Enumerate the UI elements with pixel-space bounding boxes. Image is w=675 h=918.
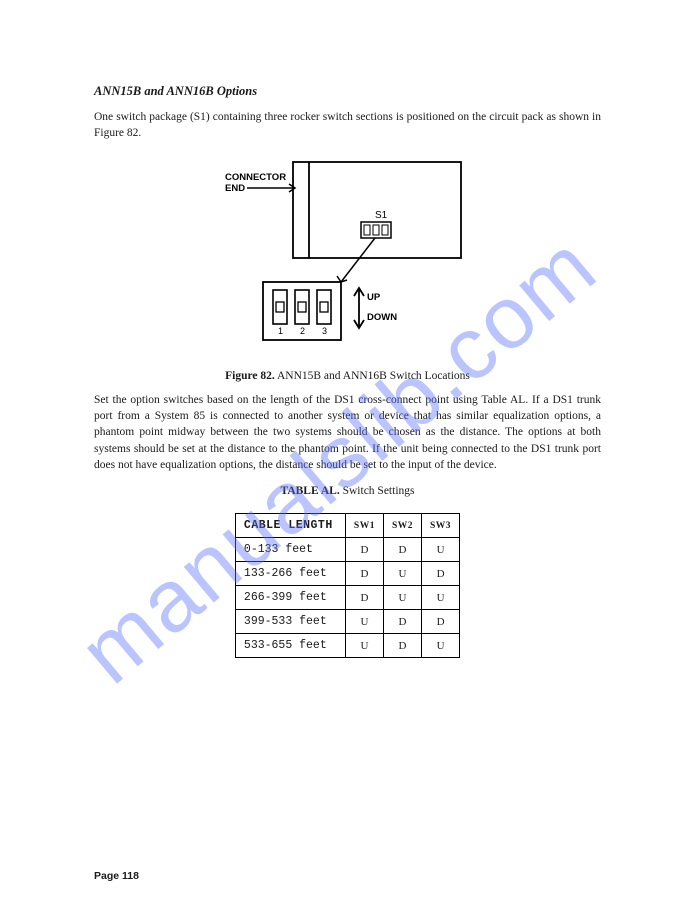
rocker-switch-2 <box>295 290 309 324</box>
table-caption: TABLE AL. Switch Settings <box>94 485 601 497</box>
figure-82: S1 CONNECTOR END <box>94 154 601 362</box>
table-row: 266-399 feet D U U <box>235 586 459 610</box>
cell-sw1: D <box>345 586 383 610</box>
cell-sw3: U <box>422 538 460 562</box>
connector-label-2: END <box>225 183 245 194</box>
figure-caption: Figure 82. ANN15B and ANN16B Switch Loca… <box>94 370 601 382</box>
cell-sw2: D <box>383 538 421 562</box>
cell-sw3: D <box>422 562 460 586</box>
cell-sw3: U <box>422 586 460 610</box>
table-body: 0-133 feet D D U 133-266 feet D U D 266-… <box>235 538 459 658</box>
table-caption-text: Switch Settings <box>340 485 415 497</box>
cell-sw3: D <box>422 610 460 634</box>
col-header-sw2: SW2 <box>383 514 421 538</box>
connector-label-1: CONNECTOR <box>225 172 286 183</box>
cell-length: 399-533 feet <box>235 610 345 634</box>
table-header-row: CABLE LENGTH SW1 SW2 SW3 <box>235 514 459 538</box>
cell-sw2: D <box>383 634 421 658</box>
col-header-sw3: SW3 <box>422 514 460 538</box>
switch-location-diagram: S1 CONNECTOR END <box>203 154 493 362</box>
cell-sw1: D <box>345 538 383 562</box>
down-label: DOWN <box>367 312 397 323</box>
cell-sw2: U <box>383 586 421 610</box>
table-row: 399-533 feet U D D <box>235 610 459 634</box>
page-number: Page 118 <box>94 870 139 882</box>
up-label: UP <box>367 292 381 303</box>
switch-num-1: 1 <box>278 326 283 336</box>
rocker-switch-3 <box>317 290 331 324</box>
cell-length: 533-655 feet <box>235 634 345 658</box>
col-header-sw1: SW1 <box>345 514 383 538</box>
table-row: 533-655 feet U D U <box>235 634 459 658</box>
figure-caption-bold: Figure 82. <box>225 370 275 382</box>
page-content: ANN15B and ANN16B Options One switch pac… <box>0 0 675 658</box>
cell-sw1: U <box>345 610 383 634</box>
cell-sw1: U <box>345 634 383 658</box>
s1-label: S1 <box>375 210 388 221</box>
switch-num-2: 2 <box>300 326 305 336</box>
figure-caption-text: ANN15B and ANN16B Switch Locations <box>275 370 470 382</box>
intro-paragraph: One switch package (S1) containing three… <box>94 109 601 142</box>
switch-settings-table: CABLE LENGTH SW1 SW2 SW3 0-133 feet D D … <box>235 513 460 658</box>
table-row: 0-133 feet D D U <box>235 538 459 562</box>
cell-length: 133-266 feet <box>235 562 345 586</box>
cell-length: 266-399 feet <box>235 586 345 610</box>
col-header-length: CABLE LENGTH <box>235 514 345 538</box>
table-row: 133-266 feet D U D <box>235 562 459 586</box>
cell-sw2: D <box>383 610 421 634</box>
cell-length: 0-133 feet <box>235 538 345 562</box>
table-caption-bold: TABLE AL. <box>281 485 340 497</box>
switch-num-3: 3 <box>322 326 327 336</box>
rocker-switch-1 <box>273 290 287 324</box>
cell-sw3: U <box>422 634 460 658</box>
cell-sw2: U <box>383 562 421 586</box>
body-paragraph: Set the option switches based on the len… <box>94 392 601 474</box>
cell-sw1: D <box>345 562 383 586</box>
section-heading: ANN15B and ANN16B Options <box>94 84 601 99</box>
